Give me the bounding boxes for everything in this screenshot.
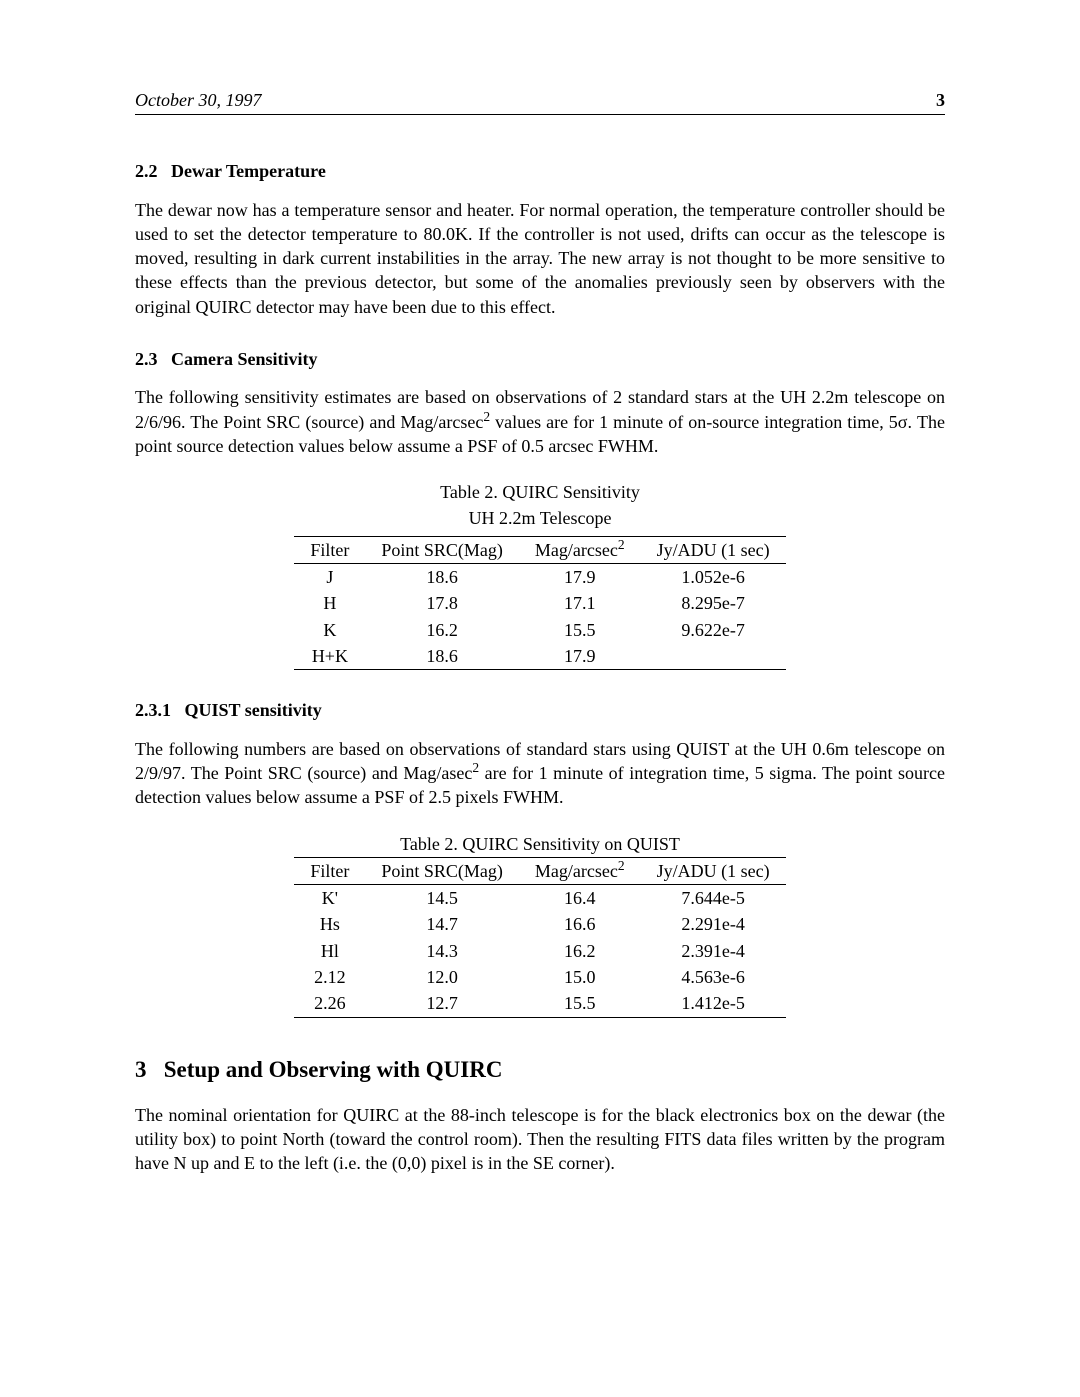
table-row: Hs 14.7 16.6 2.291e-4 xyxy=(294,911,785,937)
header-date: October 30, 1997 xyxy=(135,88,261,112)
header-page-number: 3 xyxy=(936,88,945,112)
cell: 12.0 xyxy=(365,964,519,990)
paragraph-2-3-1: The following numbers are based on obser… xyxy=(135,737,945,810)
cell: 15.0 xyxy=(519,964,641,990)
heading-number: 2.3.1 xyxy=(135,700,171,720)
cell: 2.391e-4 xyxy=(641,938,786,964)
heading-title: Setup and Observing with QUIRC xyxy=(164,1057,503,1082)
cell: K' xyxy=(294,885,365,912)
cell: 16.2 xyxy=(519,938,641,964)
col-mag-arcsec: Mag/arcsec2 xyxy=(519,857,641,884)
table-row: H 17.8 17.1 8.295e-7 xyxy=(294,590,785,616)
table-row: 2.26 12.7 15.5 1.412e-5 xyxy=(294,990,785,1017)
paragraph-3: The nominal orientation for QUIRC at the… xyxy=(135,1103,945,1176)
cell: 7.644e-5 xyxy=(641,885,786,912)
cell: Hs xyxy=(294,911,365,937)
cell: 17.1 xyxy=(519,590,641,616)
heading-3: 3 Setup and Observing with QUIRC xyxy=(135,1054,945,1085)
cell: 9.622e-7 xyxy=(641,617,786,643)
table-row: Hl 14.3 16.2 2.391e-4 xyxy=(294,938,785,964)
cell: 18.6 xyxy=(365,564,519,591)
table-quirc-sensitivity: Filter Point SRC(Mag) Mag/arcsec2 Jy/ADU… xyxy=(294,536,785,670)
cell: 15.5 xyxy=(519,990,641,1017)
table1-caption: Table 2. QUIRC Sensitivity xyxy=(135,480,945,504)
cell: H xyxy=(294,590,365,616)
col-jy-adu: Jy/ADU (1 sec) xyxy=(641,536,786,563)
heading-title: Camera Sensitivity xyxy=(171,349,317,369)
heading-title: QUIST sensitivity xyxy=(185,700,322,720)
table-header-row: Filter Point SRC(Mag) Mag/arcsec2 Jy/ADU… xyxy=(294,857,785,884)
cell: 1.412e-5 xyxy=(641,990,786,1017)
table-header-row: Filter Point SRC(Mag) Mag/arcsec2 Jy/ADU… xyxy=(294,536,785,563)
table-row: K 16.2 15.5 9.622e-7 xyxy=(294,617,785,643)
cell: 12.7 xyxy=(365,990,519,1017)
running-header: October 30, 1997 3 xyxy=(135,88,945,115)
cell: 17.8 xyxy=(365,590,519,616)
table-row: J 18.6 17.9 1.052e-6 xyxy=(294,564,785,591)
cell: 1.052e-6 xyxy=(641,564,786,591)
page: October 30, 1997 3 2.2 Dewar Temperature… xyxy=(0,0,1080,1397)
table2-caption: Table 2. QUIRC Sensitivity on QUIST xyxy=(135,832,945,856)
cell: 8.295e-7 xyxy=(641,590,786,616)
table1-subcaption: UH 2.2m Telescope xyxy=(135,506,945,530)
cell: 2.26 xyxy=(294,990,365,1017)
paragraph-2-3: The following sensitivity estimates are … xyxy=(135,385,945,458)
heading-number: 2.2 xyxy=(135,161,158,181)
cell: Hl xyxy=(294,938,365,964)
table-quist-sensitivity: Filter Point SRC(Mag) Mag/arcsec2 Jy/ADU… xyxy=(294,857,785,1018)
col-point-src: Point SRC(Mag) xyxy=(365,857,519,884)
cell: H+K xyxy=(294,643,365,670)
col-point-src: Point SRC(Mag) xyxy=(365,536,519,563)
paragraph-2-2: The dewar now has a temperature sensor a… xyxy=(135,198,945,319)
heading-number: 2.3 xyxy=(135,349,158,369)
table-row: H+K 18.6 17.9 xyxy=(294,643,785,670)
cell: 4.563e-6 xyxy=(641,964,786,990)
col-jy-adu: Jy/ADU (1 sec) xyxy=(641,857,786,884)
cell: 16.4 xyxy=(519,885,641,912)
table-row: 2.12 12.0 15.0 4.563e-6 xyxy=(294,964,785,990)
cell: 18.6 xyxy=(365,643,519,670)
heading-2-3-1: 2.3.1 QUIST sensitivity xyxy=(135,698,945,722)
cell: 2.12 xyxy=(294,964,365,990)
cell xyxy=(641,643,786,670)
heading-2-3: 2.3 Camera Sensitivity xyxy=(135,347,945,371)
cell: 14.5 xyxy=(365,885,519,912)
heading-number: 3 xyxy=(135,1057,147,1082)
table-row: K' 14.5 16.4 7.644e-5 xyxy=(294,885,785,912)
cell: J xyxy=(294,564,365,591)
cell: 15.5 xyxy=(519,617,641,643)
heading-2-2: 2.2 Dewar Temperature xyxy=(135,159,945,183)
heading-title: Dewar Temperature xyxy=(171,161,326,181)
cell: K xyxy=(294,617,365,643)
cell: 17.9 xyxy=(519,564,641,591)
cell: 16.2 xyxy=(365,617,519,643)
cell: 14.3 xyxy=(365,938,519,964)
col-mag-arcsec: Mag/arcsec2 xyxy=(519,536,641,563)
cell: 14.7 xyxy=(365,911,519,937)
cell: 2.291e-4 xyxy=(641,911,786,937)
cell: 16.6 xyxy=(519,911,641,937)
col-filter: Filter xyxy=(294,536,365,563)
cell: 17.9 xyxy=(519,643,641,670)
col-filter: Filter xyxy=(294,857,365,884)
